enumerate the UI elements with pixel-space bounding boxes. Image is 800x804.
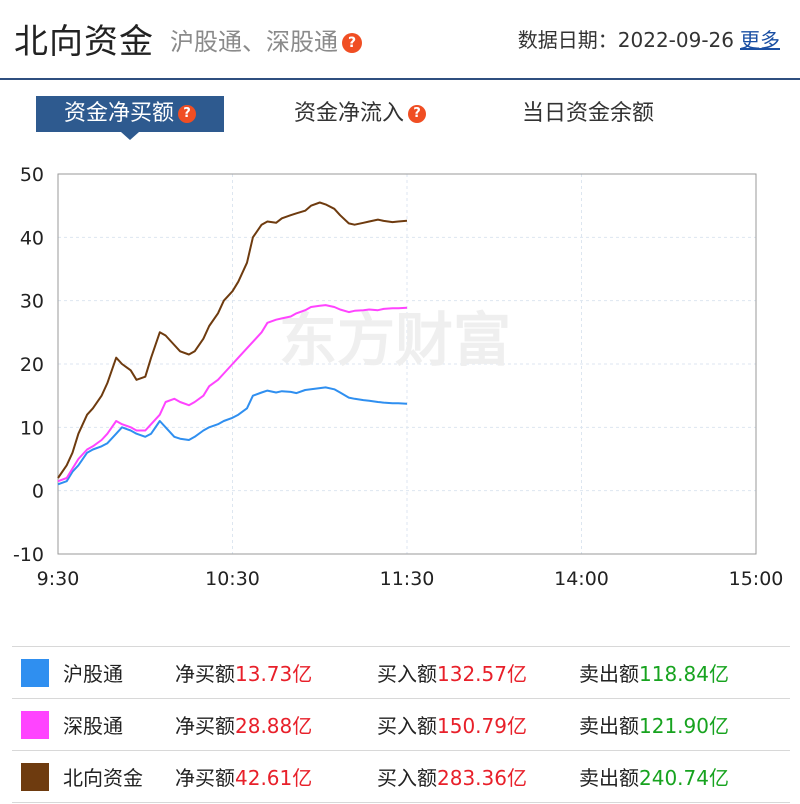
net-buy-cell: 净买额13.73亿 [174,646,376,699]
buy-cell: 买入额283.36亿 [376,750,578,803]
tab-label: 当日资金余额 [522,101,655,126]
net-buy-label: 净买额 [175,766,235,790]
plot-frame [57,173,757,555]
net-buy-value: 42.61亿 [235,766,313,790]
series-name: 深股通 [63,714,123,738]
help-icon[interactable]: ? [342,33,362,53]
data-date: 数据日期：2022-09-26 更多 [518,24,780,53]
buy-label: 买入额 [377,714,437,738]
sell-label: 卖出额 [579,714,639,738]
buy-value: 150.79亿 [437,714,527,738]
y-tick-label: 20 [20,354,44,376]
page-subtitle: 沪股通、深股通? [170,22,362,57]
y-tick-label: 50 [20,164,44,186]
y-tick-label: -10 [13,544,44,566]
buy-value: 283.36亿 [437,766,527,790]
x-tick-label: 10:30 [205,568,260,590]
tab-label: 资金净买额 [64,101,175,126]
subtitle-text: 沪股通、深股通 [170,28,338,56]
sell-label: 卖出额 [579,766,639,790]
tab-net-inflow[interactable]: 资金净流入? [294,96,427,132]
net-buy-cell: 净买额42.61亿 [174,750,376,803]
series-name-cell: 沪股通 [12,646,174,699]
buy-cell: 买入额132.57亿 [376,646,578,699]
table-row: 北向资金 净买额42.61亿 买入额283.36亿 卖出额240.74亿 [12,750,790,803]
color-swatch [21,762,49,791]
series-name-cell: 深股通 [12,698,174,751]
sell-cell: 卖出额118.84亿 [578,646,790,699]
more-link[interactable]: 更多 [740,28,780,52]
y-axis-labels: 50 40 30 20 10 0 -10 [13,164,44,566]
chart-grid [58,174,756,554]
y-tick-label: 40 [20,227,44,249]
series-line-shgt [57,386,408,486]
series-name: 北向资金 [63,766,143,790]
series-line-sgt [57,304,408,483]
line-chart: 东方财富 50 40 30 20 10 0 -10 9:30 10:30 11:30 14:00 1… [13,164,784,590]
watermark-text: 东方财富 [279,306,511,374]
page-header: 北向资金 沪股通、深股通? 数据日期：2022-09-26 更多 [0,0,800,80]
series-line-north [57,201,408,479]
sell-cell: 卖出额240.74亿 [578,750,790,803]
sell-label: 卖出额 [579,662,639,686]
buy-cell: 买入额150.79亿 [376,698,578,751]
date-label: 数据日期： [517,28,618,52]
x-tick-label: 15:00 [729,568,784,590]
sell-value: 240.74亿 [639,766,729,790]
y-tick-label: 30 [20,291,44,313]
table-row: 沪股通 净买额13.73亿 买入额132.57亿 卖出额118.84亿 [12,646,790,699]
tab-net-buy[interactable]: 资金净买额? [36,96,225,140]
sell-value: 118.84亿 [639,662,729,686]
series-lines [57,201,408,486]
net-buy-label: 净买额 [175,714,235,738]
date-value: 2022-09-26 [617,28,734,52]
x-axis-labels: 9:30 10:30 11:30 14:00 15:00 [37,568,784,590]
net-buy-label: 净买额 [175,662,235,686]
color-swatch [21,710,49,739]
buy-value: 132.57亿 [437,662,527,686]
y-tick-label: 10 [20,417,44,439]
help-icon[interactable]: ? [408,105,427,123]
series-name-cell: 北向资金 [12,750,174,803]
tab-daily-balance[interactable]: 当日资金余额 [522,96,654,132]
tab-label: 资金净流入 [294,101,405,126]
buy-label: 买入额 [377,662,437,686]
color-swatch [21,658,49,687]
sell-value: 121.90亿 [639,714,729,738]
net-buy-value: 13.73亿 [235,662,313,686]
x-tick-label: 14:00 [554,568,609,590]
help-icon[interactable]: ? [178,105,197,123]
y-tick-label: 0 [32,481,44,503]
x-tick-label: 9:30 [37,568,80,590]
buy-label: 买入额 [377,766,437,790]
series-name: 沪股通 [63,662,123,686]
table-row: 深股通 净买额28.88亿 买入额150.79亿 卖出额121.90亿 [12,698,790,751]
summary-table: 沪股通 净买额13.73亿 买入额132.57亿 卖出额118.84亿 深股通 … [12,646,790,803]
net-buy-cell: 净买额28.88亿 [174,698,376,751]
x-tick-label: 11:30 [380,568,435,590]
page-title: 北向资金 [14,22,154,62]
net-buy-value: 28.88亿 [235,714,313,738]
sell-cell: 卖出额121.90亿 [578,698,790,751]
